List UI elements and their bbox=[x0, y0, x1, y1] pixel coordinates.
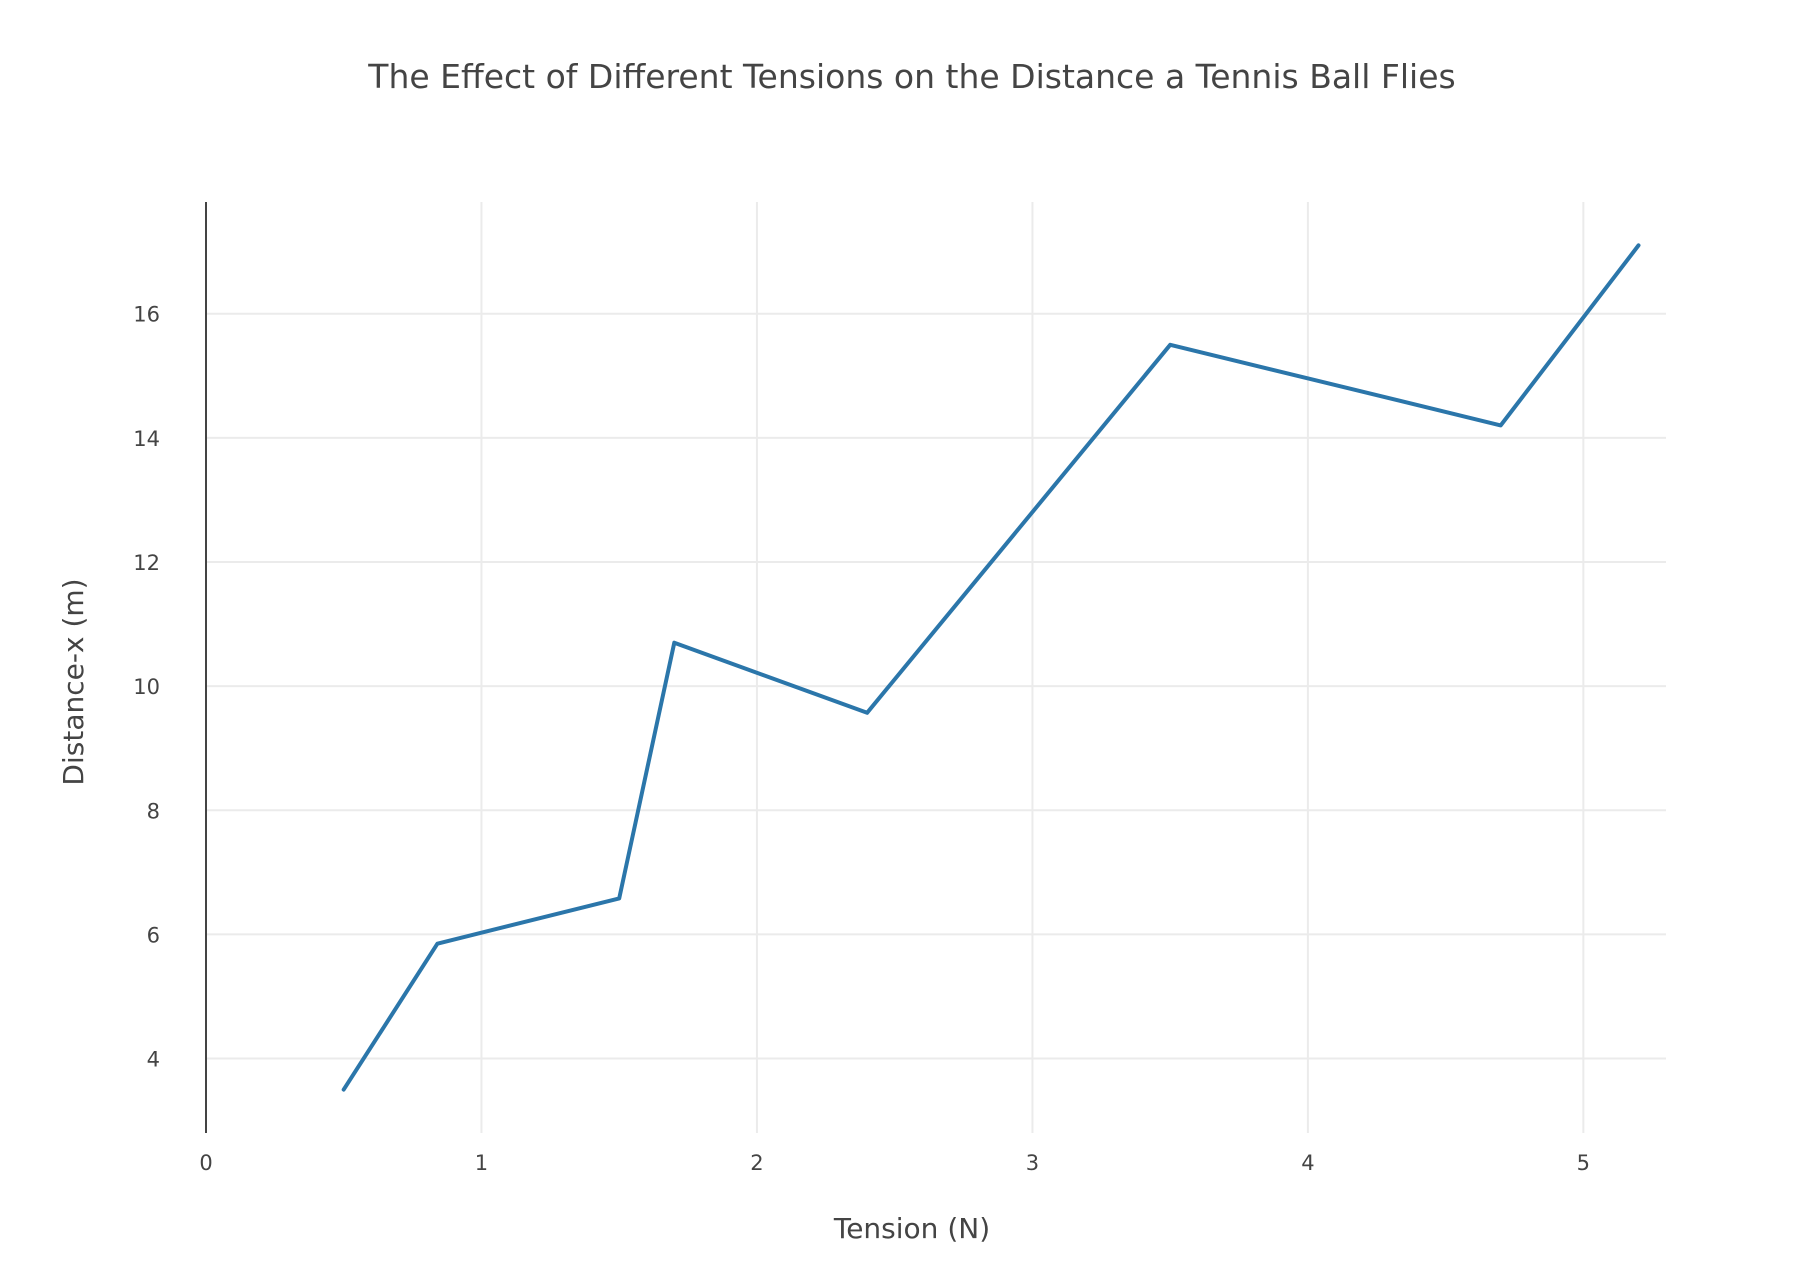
y-tick-label: 14 bbox=[133, 427, 160, 451]
y-tick-label: 16 bbox=[133, 303, 160, 327]
series-line-1 bbox=[341, 243, 1641, 1092]
y-tick-label: 8 bbox=[147, 799, 160, 823]
x-tick-label: 0 bbox=[199, 1151, 212, 1175]
x-tick-label: 4 bbox=[1301, 1151, 1314, 1175]
gridlines bbox=[206, 202, 1666, 1133]
x-tick-label: 5 bbox=[1577, 1151, 1590, 1175]
series bbox=[341, 243, 1641, 1092]
x-tick-label: 2 bbox=[750, 1151, 763, 1175]
x-tick-label: 1 bbox=[475, 1151, 488, 1175]
y-tick-label: 6 bbox=[147, 923, 160, 947]
x-axis-title: Tension (N) bbox=[833, 1212, 990, 1245]
y-axis-title: Distance-x (m) bbox=[57, 578, 90, 785]
y-tick-label: 10 bbox=[133, 675, 160, 699]
x-tick-label: 3 bbox=[1026, 1151, 1039, 1175]
y-tick-label: 4 bbox=[147, 1048, 160, 1072]
y-tick-label: 12 bbox=[133, 551, 160, 575]
chart-title: The Effect of Different Tensions on the … bbox=[367, 57, 1455, 96]
